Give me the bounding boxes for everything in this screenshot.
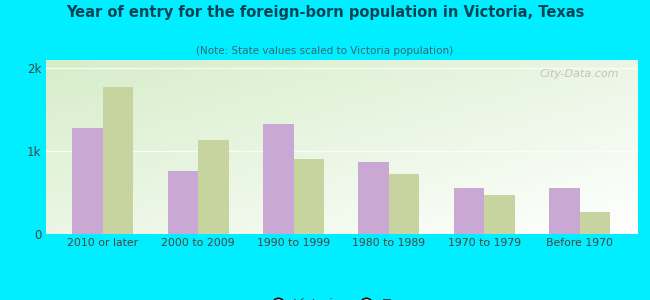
- Bar: [454, 188, 484, 234]
- Bar: [484, 195, 515, 234]
- Bar: [263, 124, 294, 234]
- Bar: [103, 86, 133, 234]
- Bar: [168, 171, 198, 234]
- Bar: [580, 212, 610, 234]
- Text: City-Data.com: City-Data.com: [540, 69, 619, 79]
- Bar: [198, 140, 229, 234]
- Bar: [294, 159, 324, 234]
- Legend: Victoria, Texas: Victoria, Texas: [265, 298, 417, 300]
- Bar: [72, 128, 103, 234]
- Text: (Note: State values scaled to Victoria population): (Note: State values scaled to Victoria p…: [196, 46, 454, 56]
- Text: Year of entry for the foreign-born population in Victoria, Texas: Year of entry for the foreign-born popul…: [66, 4, 584, 20]
- Bar: [549, 188, 580, 234]
- Bar: [358, 162, 389, 234]
- Bar: [389, 174, 419, 234]
